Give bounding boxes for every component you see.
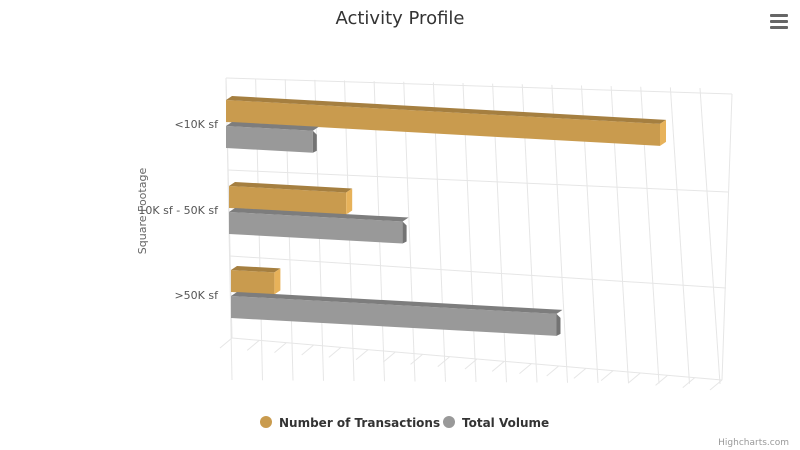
bar-top-face (229, 208, 409, 222)
grid-line (699, 87, 721, 385)
bar-front-face (226, 100, 660, 146)
grid-tick (573, 367, 587, 379)
grid-tick (709, 379, 723, 391)
bar-end-face (660, 119, 666, 146)
bar-front-face (226, 126, 313, 153)
grid-tick (355, 349, 369, 361)
grid-line (669, 87, 690, 384)
grid-tick (274, 342, 287, 354)
hamburger-menu-icon[interactable] (770, 14, 788, 29)
legend-item-transactions[interactable]: Number of Transactions (260, 416, 440, 430)
grid-tick (301, 344, 314, 356)
bar-front-face (229, 212, 403, 244)
legend-marker-volume (443, 416, 455, 428)
grid-line (227, 169, 729, 193)
grid-tick (464, 358, 478, 370)
grid-tick (519, 363, 532, 375)
bar-transactions (226, 96, 666, 146)
bar-top-face (226, 122, 319, 131)
grid-tick (655, 374, 668, 386)
bar-front-face (231, 270, 275, 295)
bar-end-face (402, 221, 407, 244)
grid-tick (246, 339, 260, 351)
category-labels: <10K sf 10K sf - 50K sf >50K sf (138, 118, 219, 302)
credits-link[interactable]: Highcharts.com (718, 438, 789, 448)
bar-volume (226, 122, 319, 153)
chart-title: Activity Profile (335, 8, 464, 29)
grid-tick (628, 372, 641, 384)
bar-top-face (226, 96, 666, 124)
legend-label-transactions: Number of Transactions (279, 416, 440, 430)
grid-line (721, 93, 733, 381)
bar-end-face (312, 130, 317, 153)
grid-tick (437, 356, 451, 368)
bar-end-face (556, 313, 561, 336)
grid-tick (410, 353, 423, 365)
grid-tick (546, 365, 559, 377)
legend-label-volume: Total Volume (462, 416, 549, 430)
bar-front-face (231, 296, 557, 336)
grid-line (225, 77, 733, 95)
bar-end-face (274, 268, 281, 295)
category-label: <10K sf (174, 118, 219, 131)
legend: Number of Transactions Total Volume (260, 416, 549, 430)
bar-top-face (231, 266, 281, 273)
grid-tick (383, 351, 396, 363)
grid-tick (491, 360, 505, 372)
legend-item-volume[interactable]: Total Volume (443, 416, 549, 430)
legend-marker-transactions (260, 416, 272, 428)
bars (226, 96, 666, 336)
grid-tick (682, 377, 696, 389)
bar-volume (229, 208, 409, 244)
bar-volume (231, 292, 563, 336)
bar-end-face (346, 188, 353, 215)
category-label: 10K sf - 50K sf (138, 204, 219, 217)
bar-transactions (229, 182, 353, 215)
grid-tick (328, 346, 342, 358)
bar-front-face (229, 186, 347, 215)
category-label: >50K sf (174, 289, 219, 302)
grid-tick (600, 370, 614, 382)
grid-line (229, 255, 727, 289)
grid-tick (219, 337, 233, 349)
y-axis-title: Square Footage (136, 168, 149, 255)
bar-top-face (231, 292, 563, 314)
bar-top-face (229, 182, 353, 193)
bar-transactions (231, 266, 281, 295)
